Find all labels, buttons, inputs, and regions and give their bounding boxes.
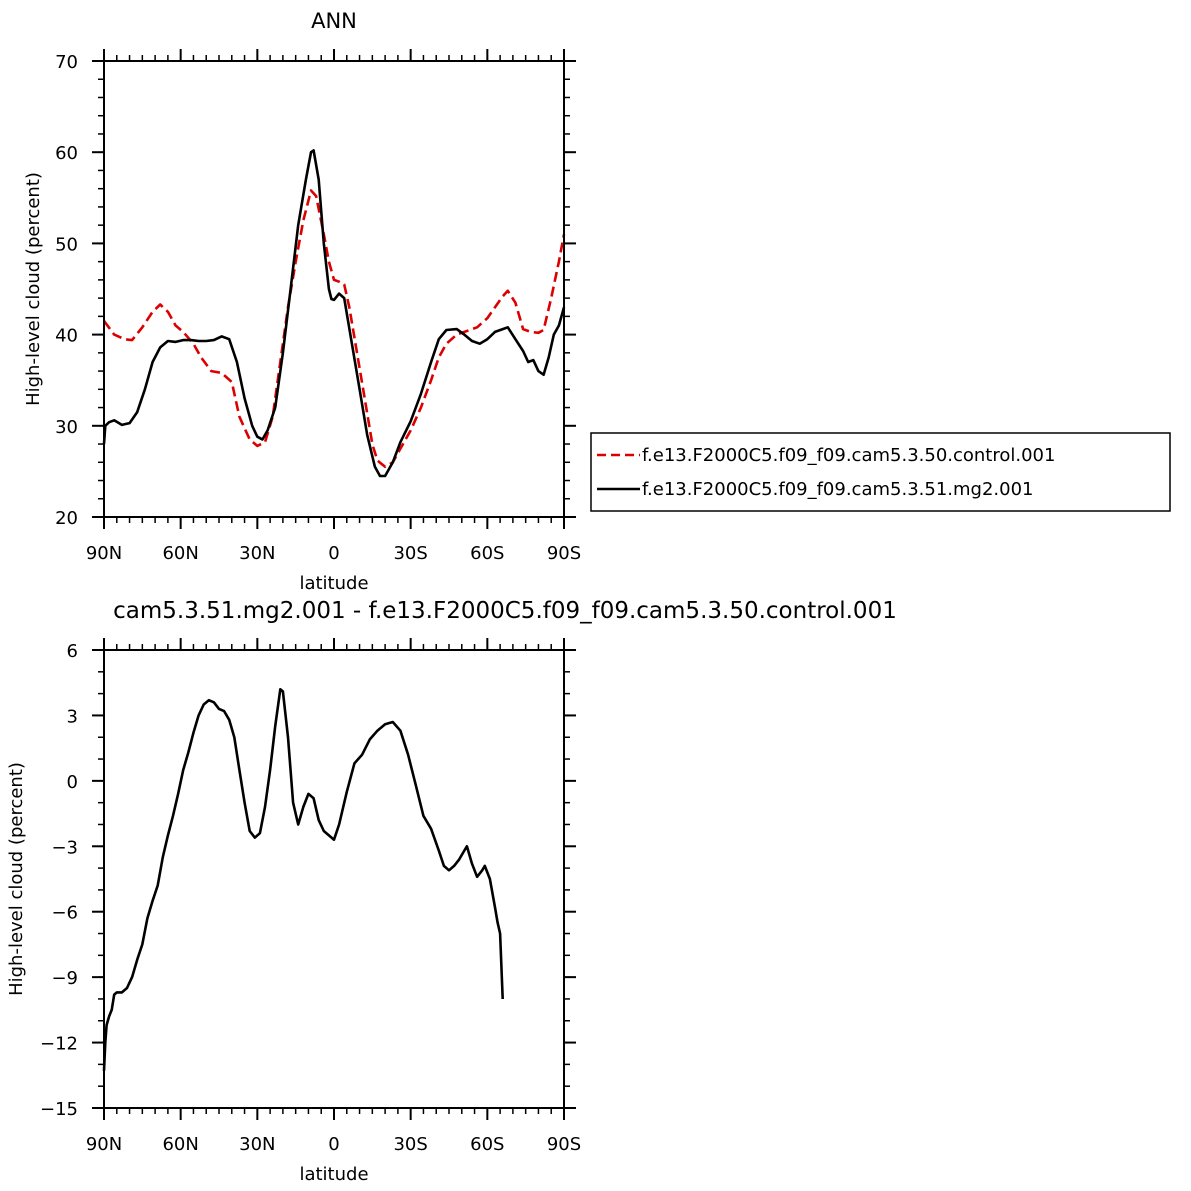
series-line-2: [102, 149, 566, 478]
bottom-chart-frame: [103, 649, 565, 1109]
x-axis-label: latitude: [299, 573, 368, 594]
y-tick-label: −3: [51, 837, 78, 858]
y-tick-label: −9: [51, 968, 78, 989]
x-tick-label: 30S: [393, 1134, 427, 1155]
y-tick-label: 30: [55, 417, 78, 438]
x-tick-label: 60S: [470, 543, 504, 564]
y-tick-label: 50: [55, 234, 78, 255]
y-tick-label: 0: [67, 772, 78, 793]
legend-label-control: f.e13.F2000C5.f09_f09.cam5.3.50.control.…: [642, 445, 1055, 466]
top-chart-y-tick-labels: 20 30 40 50 60 70: [55, 52, 78, 529]
bottom-chart-x-tick-labels: 90N 60N 30N 0 30S 60S 90S: [86, 1134, 581, 1155]
y-tick-label: 40: [55, 326, 78, 347]
x-tick-label: 90N: [86, 543, 122, 564]
y-tick-label: 70: [55, 52, 78, 73]
legend-label-mg2: f.e13.F2000C5.f09_f09.cam5.3.51.mg2.001: [642, 479, 1033, 500]
difference-chart-title: cam5.3.51.mg2.001 - f.e13.F2000C5.f09_f0…: [113, 598, 897, 624]
x-axis-label: latitude: [299, 1164, 368, 1185]
y-tick-label: 6: [67, 641, 78, 662]
x-tick-label: 30N: [239, 1134, 275, 1155]
bottom-panel-difference-chart: cam5.3.51.mg2.001 - f.e13.F2000C5.f09_f0…: [6, 598, 897, 1185]
y-tick-label: 60: [55, 143, 78, 164]
top-chart-frame: [103, 60, 565, 518]
top-chart-ticks: [92, 49, 576, 529]
x-tick-label: 90S: [547, 1134, 581, 1155]
x-tick-label: 0: [328, 543, 339, 564]
series-line-1: [102, 688, 504, 1071]
y-axis-label: High-level cloud (percent): [23, 172, 44, 406]
legend: f.e13.F2000C5.f09_f09.cam5.3.50.control.…: [590, 432, 1171, 512]
x-tick-label: 90S: [547, 543, 581, 564]
x-tick-label: 30S: [393, 543, 427, 564]
top-chart-series: [102, 149, 566, 478]
bottom-chart-series: [102, 688, 504, 1071]
series-line-1: [102, 189, 566, 469]
y-tick-label: −6: [51, 903, 78, 924]
x-tick-label: 90N: [86, 1134, 122, 1155]
y-tick-label: −15: [40, 1099, 78, 1120]
x-tick-label: 60N: [162, 543, 198, 564]
chart-title: ANN: [311, 9, 357, 33]
x-tick-label: 60S: [470, 1134, 504, 1155]
x-tick-label: 30N: [239, 543, 275, 564]
y-tick-label: 3: [67, 706, 78, 727]
top-panel-annual-chart: ANN 90N 60N 30N 0 30S 60S 90S 20 30 40 50 60 70 lat…: [23, 9, 581, 594]
legend-box: [590, 432, 1171, 512]
y-axis-label: High-level cloud (percent): [6, 762, 27, 996]
y-tick-label: −12: [40, 1034, 78, 1055]
x-tick-label: 0: [328, 1134, 339, 1155]
bottom-chart-ticks: [92, 638, 576, 1120]
x-tick-label: 60N: [162, 1134, 198, 1155]
top-chart-x-tick-labels: 90N 60N 30N 0 30S 60S 90S: [86, 543, 581, 564]
y-tick-label: 20: [55, 508, 78, 529]
bottom-chart-y-tick-labels: −15 −12 −9 −6 −3 0 3 6: [40, 641, 78, 1120]
